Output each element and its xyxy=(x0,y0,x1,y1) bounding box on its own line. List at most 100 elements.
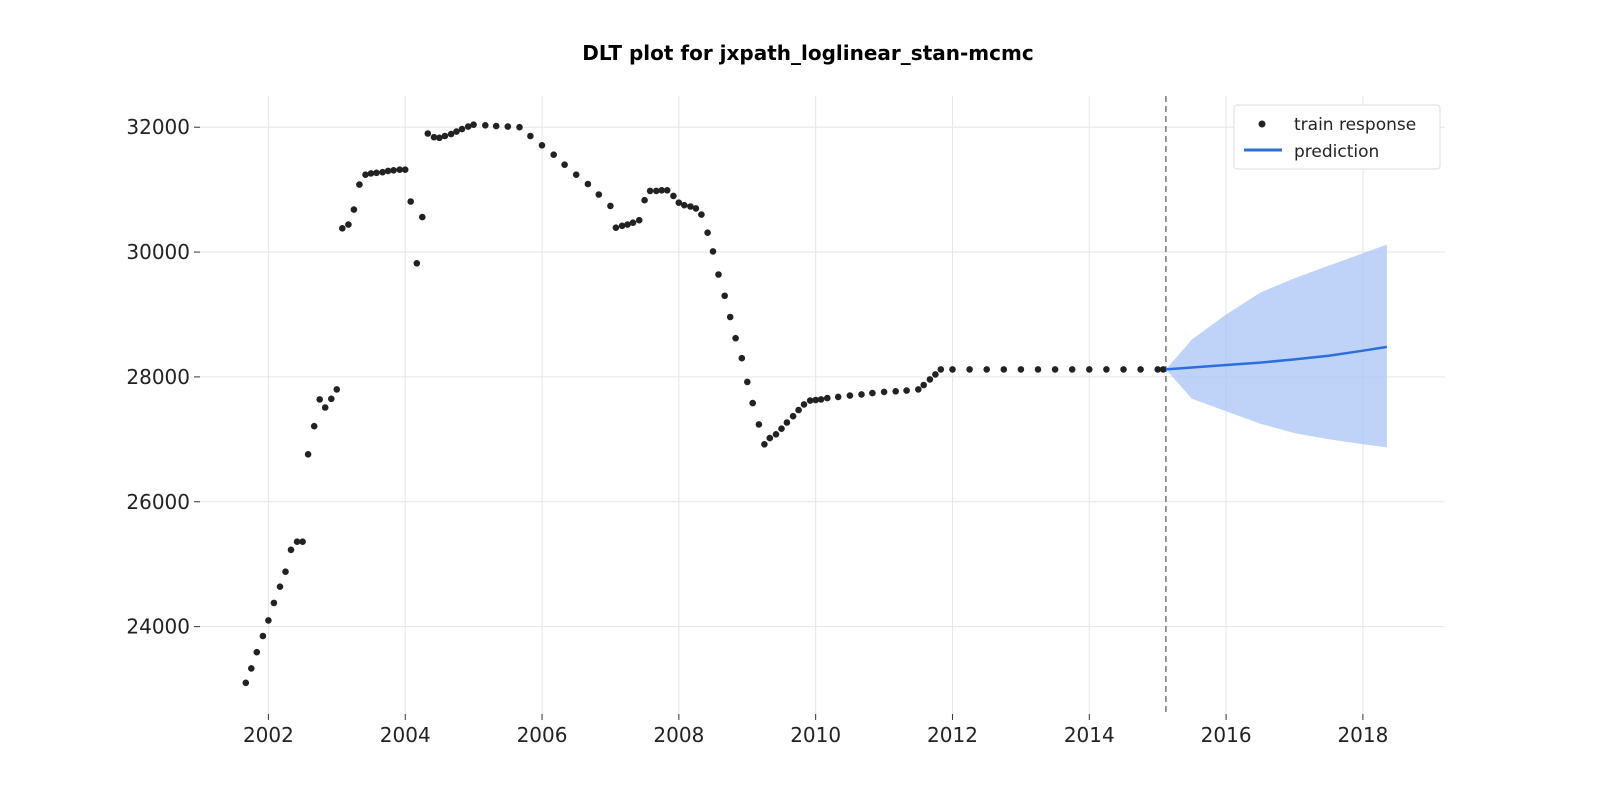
train-response-point xyxy=(937,366,945,373)
train-response-point xyxy=(629,219,637,226)
train-response-points xyxy=(242,121,1167,687)
train-response-point xyxy=(612,224,620,231)
x-tick-label: 2002 xyxy=(243,723,294,747)
train-response-point xyxy=(761,441,768,448)
train-response-point xyxy=(709,248,717,255)
train-response-point xyxy=(464,123,472,130)
train-response-point xyxy=(595,191,603,198)
x-tick-label: 2014 xyxy=(1064,723,1115,747)
train-response-point xyxy=(880,388,888,396)
train-response-point xyxy=(607,202,614,210)
prediction-interval-layer xyxy=(1165,244,1387,448)
train-response-point xyxy=(373,169,380,177)
train-response-point xyxy=(584,180,592,188)
y-tick-label: 32000 xyxy=(126,115,190,139)
train-response-point xyxy=(755,421,763,428)
prediction-line xyxy=(1165,345,1388,371)
train-response-point xyxy=(738,354,746,362)
y-tick-label: 28000 xyxy=(126,365,190,389)
train-response-point xyxy=(778,425,785,433)
legend-box xyxy=(1233,104,1441,170)
train-response-point xyxy=(430,133,438,141)
train-response-point xyxy=(310,422,318,430)
train-response-point xyxy=(789,412,797,420)
train-response-point xyxy=(407,198,415,205)
train-response-point xyxy=(800,401,808,408)
train-response-point xyxy=(339,225,346,232)
train-response-point xyxy=(282,568,289,575)
train-response-point xyxy=(915,386,922,393)
train-response-point xyxy=(806,397,814,404)
train-response-point xyxy=(447,130,455,138)
train-response-point xyxy=(983,366,990,373)
train-response-point xyxy=(795,406,802,414)
train-response-point xyxy=(687,203,694,210)
train-response-point xyxy=(646,187,654,195)
prediction-interval-band xyxy=(1165,244,1387,448)
train-response-point xyxy=(641,196,648,204)
train-response-point xyxy=(1154,366,1161,373)
y-axis-ticks: 24000 26000 28000 30000 32000 xyxy=(126,115,200,639)
train-response-point xyxy=(618,222,626,230)
train-response-point xyxy=(328,395,335,403)
train-response-point xyxy=(350,206,358,213)
train-response-point xyxy=(470,121,477,128)
train-response-point xyxy=(903,387,910,394)
train-response-point xyxy=(492,122,500,130)
train-response-point xyxy=(316,396,324,403)
train-response-point xyxy=(692,205,700,212)
x-tick-label: 2006 xyxy=(517,723,568,747)
train-response-point xyxy=(1159,366,1167,373)
train-response-point xyxy=(441,132,449,140)
train-response-point xyxy=(390,167,397,174)
train-response-point xyxy=(834,393,842,401)
train-response-point xyxy=(458,125,466,133)
train-response-point xyxy=(293,538,301,545)
train-response-point xyxy=(333,386,341,393)
y-tick-label: 26000 xyxy=(126,490,190,514)
x-tick-label: 2004 xyxy=(380,723,431,747)
train-response-point xyxy=(749,399,756,407)
train-response-point xyxy=(949,366,956,373)
train-response-point xyxy=(384,167,392,175)
train-response-point xyxy=(419,213,426,221)
train-response-point xyxy=(561,161,568,168)
train-response-point xyxy=(858,391,865,398)
train-response-point xyxy=(1051,366,1059,373)
legend-label-train-response: train response xyxy=(1294,115,1416,135)
train-response-point xyxy=(242,679,250,687)
x-axis-ticks: 2002 2004 2006 2008 2010 2012 2014 2016 2018 xyxy=(243,714,1388,747)
train-response-point xyxy=(920,381,927,389)
train-response-point xyxy=(783,419,791,426)
train-response-point xyxy=(259,632,267,640)
x-tick-label: 2016 xyxy=(1201,723,1252,747)
train-response-point xyxy=(824,394,831,402)
train-response-point xyxy=(869,389,876,397)
train-response-point xyxy=(356,181,363,188)
train-response-point xyxy=(715,271,722,278)
legend: train response prediction xyxy=(1233,104,1441,170)
train-response-point xyxy=(299,538,306,545)
train-response-point xyxy=(721,292,728,300)
train-response-point xyxy=(1137,366,1144,373)
x-tick-label: 2018 xyxy=(1337,723,1388,747)
train-response-point xyxy=(367,170,375,177)
train-response-point xyxy=(572,171,580,178)
train-response-point xyxy=(1086,366,1093,373)
prediction-line-layer xyxy=(1165,345,1388,371)
train-response-point xyxy=(681,201,688,209)
train-response-point xyxy=(482,122,489,129)
legend-label-prediction: prediction xyxy=(1294,142,1379,162)
train-response-point xyxy=(766,434,774,442)
train-response-point xyxy=(635,216,643,224)
train-response-point xyxy=(817,396,825,403)
train-response-point xyxy=(321,404,329,411)
train-response-point xyxy=(772,431,780,438)
train-response-point xyxy=(1103,366,1110,373)
train-response-point xyxy=(653,187,660,195)
train-response-point xyxy=(270,599,278,607)
train-response-point xyxy=(345,221,352,228)
train-response-point xyxy=(1000,366,1008,373)
